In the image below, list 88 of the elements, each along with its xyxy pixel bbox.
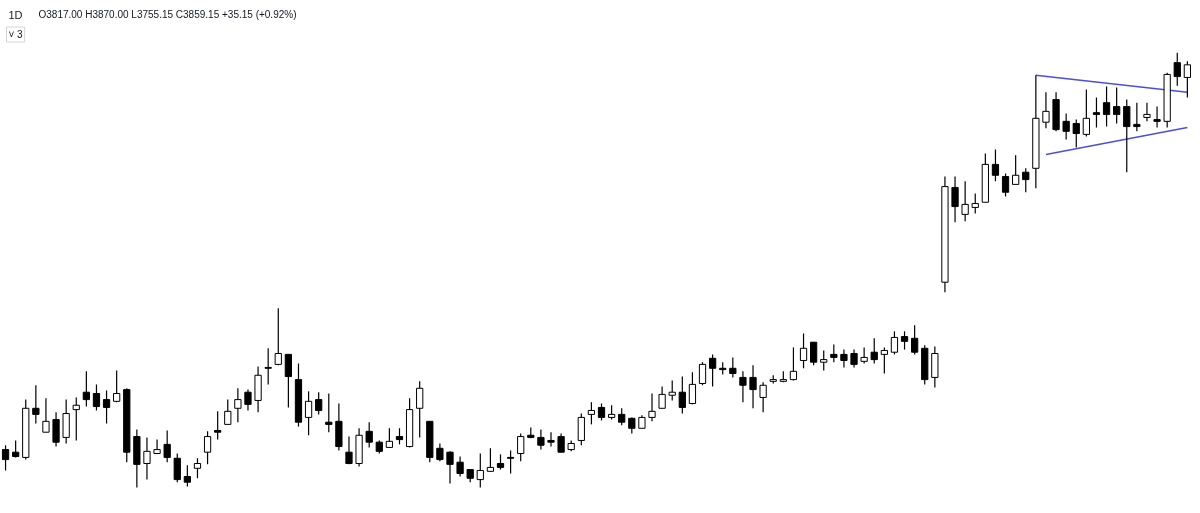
candlestick xyxy=(446,450,454,485)
candlestick xyxy=(1092,96,1101,129)
candlestick xyxy=(698,361,707,386)
candlestick xyxy=(547,431,555,448)
candlestick xyxy=(971,192,979,215)
candlestick xyxy=(1183,60,1191,99)
candlestick xyxy=(991,149,1000,182)
text: ˅ 3 xyxy=(8,29,24,40)
candlestick xyxy=(1022,167,1030,193)
candlestick xyxy=(193,457,202,479)
candlestick xyxy=(951,175,959,223)
candlestick xyxy=(214,410,222,441)
candlestick xyxy=(789,346,798,382)
candlestick xyxy=(173,452,181,483)
candlestick xyxy=(486,447,495,472)
candlestick xyxy=(739,370,747,403)
candlestick xyxy=(1143,102,1151,122)
candlestick xyxy=(153,438,161,455)
candlestick xyxy=(143,436,151,481)
candlestick xyxy=(42,397,50,433)
candlestick xyxy=(82,370,90,408)
candlestick xyxy=(1072,119,1080,149)
candlestick xyxy=(1062,112,1070,141)
candlestick xyxy=(1102,85,1111,128)
candlestick xyxy=(224,399,232,425)
candlestick xyxy=(1153,105,1161,129)
candlestick xyxy=(749,364,757,409)
candlestick xyxy=(1113,86,1121,125)
candlestick xyxy=(708,353,717,388)
candlestick xyxy=(113,369,121,403)
candlestick xyxy=(931,345,939,389)
candlestick xyxy=(688,371,697,405)
candlestick xyxy=(860,346,868,365)
candlestick xyxy=(537,428,545,451)
candlestick xyxy=(1173,52,1181,87)
candlestick xyxy=(1012,154,1020,185)
candlestick xyxy=(506,449,515,475)
candlestick xyxy=(244,389,252,412)
candlestick xyxy=(840,349,848,369)
candlestick xyxy=(203,430,212,465)
candlestick xyxy=(1133,102,1141,132)
candlestick xyxy=(557,432,565,453)
candlestick xyxy=(577,412,585,446)
candlestick xyxy=(456,455,464,478)
candlestick xyxy=(648,392,656,422)
candlestick xyxy=(325,392,333,433)
candlestick xyxy=(274,307,282,366)
candlestick xyxy=(900,330,909,351)
candlestick xyxy=(870,337,878,365)
candlestick xyxy=(961,180,969,222)
candlestick xyxy=(62,399,70,445)
candlestick xyxy=(92,383,101,412)
candlestick xyxy=(234,387,242,423)
candlestick xyxy=(315,391,323,415)
candlestick xyxy=(32,384,40,425)
candlestick xyxy=(729,356,737,379)
chart-title: 1D xyxy=(8,8,23,21)
candlestick xyxy=(163,429,171,463)
candlestick xyxy=(52,411,60,448)
candlestick xyxy=(1042,91,1050,129)
candlestick xyxy=(72,396,80,442)
candlestick xyxy=(476,452,484,489)
candlestick xyxy=(799,332,808,369)
candlestick xyxy=(911,324,919,355)
candlestick xyxy=(810,341,818,366)
chart-subtitle: O3817.00 H3870.00 L3755.15 C3859.15 +35.15 (+0.92%) xyxy=(38,9,297,20)
candlestick xyxy=(102,389,111,425)
candlestick xyxy=(365,421,373,449)
candlestick xyxy=(668,379,676,402)
candlestick xyxy=(1082,89,1090,138)
candlestick xyxy=(1001,172,1010,198)
candlestick xyxy=(385,427,394,449)
candlestick xyxy=(1,444,10,472)
candlestick xyxy=(517,432,525,462)
candlestick xyxy=(345,435,353,465)
candlestick xyxy=(304,390,313,436)
candlestick xyxy=(183,464,191,488)
candlestick xyxy=(678,375,686,415)
candlestick xyxy=(658,385,666,409)
candlestick xyxy=(759,381,767,413)
candlestick xyxy=(587,401,596,425)
candlestick xyxy=(820,349,828,372)
candlestick xyxy=(284,353,293,409)
candlestick xyxy=(264,347,272,385)
candlestick xyxy=(880,346,888,375)
candlestick xyxy=(890,330,899,355)
candlestick xyxy=(416,380,424,439)
candlestick xyxy=(1123,99,1131,173)
